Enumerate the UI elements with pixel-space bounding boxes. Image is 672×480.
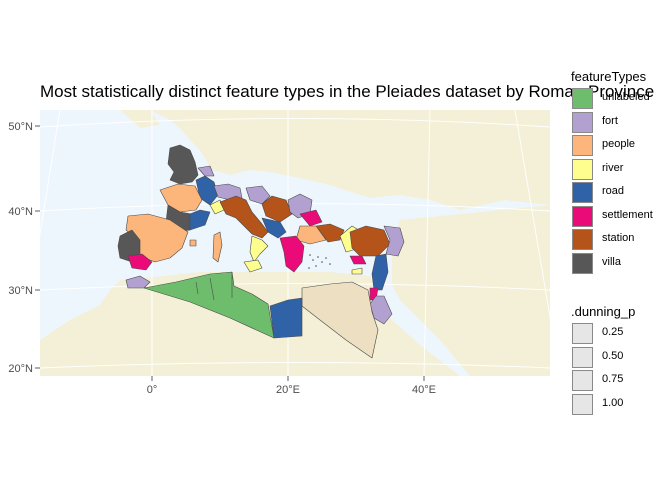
province-italia <box>219 195 269 239</box>
province-baetica <box>127 253 153 271</box>
legend-item: road <box>571 181 672 204</box>
legend-item: river <box>571 158 672 181</box>
legend-item: villa <box>571 252 672 275</box>
legend-swatch <box>572 158 593 180</box>
legend-item: fort <box>571 111 672 134</box>
legend-label: villa <box>602 255 621 268</box>
legend-item: settlement <box>571 205 672 228</box>
province-germania <box>197 165 215 177</box>
feature-types-legend-title: featureTypes <box>571 69 647 84</box>
y-tick-label: 30°N <box>8 285 33 297</box>
legend-swatch <box>572 111 593 133</box>
aegean-islands <box>308 254 331 269</box>
province-cilicia <box>349 255 367 265</box>
legend-swatch <box>572 182 593 203</box>
province-armenia <box>383 225 405 257</box>
legend-swatch <box>572 229 593 250</box>
legend-label: people <box>602 138 636 150</box>
legend-item: people <box>571 134 672 157</box>
legend-label: 0.50 <box>602 349 624 362</box>
legend-label: 0.25 <box>602 326 624 338</box>
legend-item: unlabeled <box>571 87 672 110</box>
legend-label: station <box>602 232 635 244</box>
x-tick-label: 40°E <box>412 384 436 396</box>
legend-item: station <box>571 228 672 251</box>
legend-swatch <box>572 135 593 156</box>
legend-swatch <box>572 393 593 415</box>
map-title: Most statistically distinct feature type… <box>40 82 655 101</box>
legend-label: settlement <box>602 208 653 221</box>
province-cyprus <box>351 267 363 275</box>
dunning-p-legend-title: .dunning_p <box>571 304 636 319</box>
legend-label: river <box>602 161 624 174</box>
province-aegyptus <box>301 281 379 359</box>
province-sardinia <box>212 231 223 263</box>
x-tick-label: 20°E <box>276 384 300 396</box>
province-mauretania <box>125 275 151 289</box>
legend-item: 0.75 <box>571 369 672 392</box>
legend-item: 0.50 <box>571 346 672 369</box>
legend-swatch <box>572 370 593 391</box>
legend-label: road <box>602 185 625 197</box>
africa-internal-border <box>195 272 233 301</box>
province-baleares <box>189 239 197 247</box>
legend-swatch <box>572 205 593 227</box>
legend-swatch <box>572 252 593 274</box>
y-axis: 50°N 40°N 30°N 20°N <box>8 121 40 375</box>
legend-swatch <box>572 346 593 368</box>
y-tick-label: 40°N <box>8 206 33 218</box>
legend-label: 1.00 <box>602 396 624 409</box>
y-tick-label: 50°N <box>8 121 33 133</box>
province-noricum <box>245 185 271 205</box>
province-dalmatia <box>261 217 287 239</box>
legend-item: 0.25 <box>571 322 672 345</box>
province-cappadocia <box>349 225 391 257</box>
province-sicilia <box>243 259 263 273</box>
legend-swatch <box>572 323 593 344</box>
province-narbonensis <box>189 209 211 231</box>
x-axis: 0° 20°E 40°E <box>147 376 436 396</box>
province-moesia-superior <box>299 209 323 227</box>
province-italia-south <box>249 235 269 263</box>
y-tick-label: 20°N <box>8 363 33 375</box>
province-pannonia <box>261 195 293 223</box>
province-britannia <box>167 144 199 185</box>
x-tick-label: 0° <box>147 384 158 396</box>
province-africa <box>143 271 275 339</box>
legend-swatch <box>572 88 593 109</box>
legend-item: 1.00 <box>571 393 672 416</box>
province-raetia <box>213 183 243 201</box>
province-syria <box>371 253 389 291</box>
legend-label: fort <box>602 114 618 127</box>
province-achaea <box>279 235 305 273</box>
legend-label: unlabeled <box>602 91 650 103</box>
legend-label: 0.75 <box>602 373 624 385</box>
